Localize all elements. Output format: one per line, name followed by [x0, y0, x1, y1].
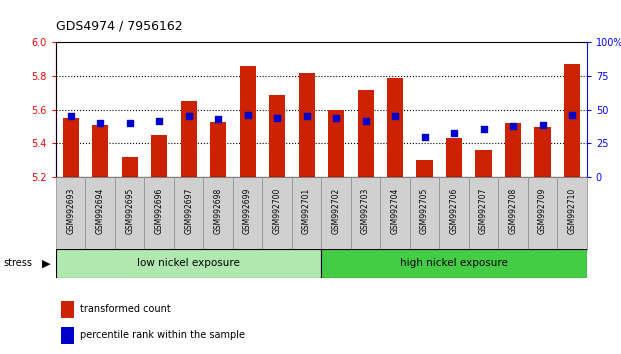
Point [567, 112, 577, 118]
Bar [292, 177, 322, 250]
Text: stress: stress [3, 258, 32, 268]
Text: GSM992705: GSM992705 [420, 188, 429, 234]
Point [390, 114, 400, 119]
Bar [476, 150, 492, 177]
Bar [86, 177, 115, 250]
Bar [328, 110, 344, 177]
Text: GDS4974 / 7956162: GDS4974 / 7956162 [56, 19, 183, 33]
Bar [181, 101, 197, 177]
Bar [322, 249, 587, 278]
Bar [174, 177, 204, 250]
Bar [498, 177, 528, 250]
Text: GSM992709: GSM992709 [538, 188, 547, 234]
Bar [240, 66, 256, 177]
Text: GSM992707: GSM992707 [479, 188, 488, 234]
Point [125, 120, 135, 126]
Point [95, 120, 105, 126]
Point [420, 134, 430, 139]
Bar [380, 177, 410, 250]
Bar [269, 95, 285, 177]
Text: GSM992700: GSM992700 [273, 188, 281, 234]
Bar [469, 177, 498, 250]
Text: GSM992693: GSM992693 [66, 188, 75, 234]
Point [508, 123, 518, 129]
Point [331, 115, 341, 121]
Bar [446, 138, 462, 177]
Bar [92, 125, 108, 177]
Text: GSM992697: GSM992697 [184, 188, 193, 234]
Point [449, 130, 459, 136]
Bar [505, 123, 521, 177]
Text: GSM992699: GSM992699 [243, 188, 252, 234]
Bar [410, 177, 439, 250]
Point [184, 114, 194, 119]
Bar [63, 118, 79, 177]
Bar [61, 301, 75, 318]
Point [538, 122, 548, 127]
Point [272, 115, 282, 121]
Bar [528, 177, 557, 250]
Bar [204, 177, 233, 250]
Text: ▶: ▶ [42, 258, 51, 268]
Bar [262, 177, 292, 250]
Bar [557, 177, 587, 250]
Point [154, 118, 164, 123]
Bar [535, 127, 551, 177]
Text: high nickel exposure: high nickel exposure [400, 258, 508, 268]
Point [213, 116, 223, 122]
Bar [417, 160, 433, 177]
Bar [56, 177, 85, 250]
Bar [122, 157, 138, 177]
Bar [151, 135, 167, 177]
Text: percentile rank within the sample: percentile rank within the sample [79, 330, 245, 340]
Bar [564, 64, 580, 177]
Bar [358, 90, 374, 177]
Text: GSM992701: GSM992701 [302, 188, 311, 234]
Point [243, 112, 253, 118]
Bar [351, 177, 380, 250]
Text: GSM992704: GSM992704 [391, 188, 399, 234]
Text: GSM992695: GSM992695 [125, 188, 134, 234]
Text: GSM992703: GSM992703 [361, 188, 370, 234]
Bar [210, 121, 226, 177]
Bar [144, 177, 174, 250]
Bar [439, 177, 469, 250]
Bar [61, 327, 75, 344]
Text: GSM992710: GSM992710 [568, 188, 576, 234]
Bar [233, 177, 262, 250]
Text: transformed count: transformed count [79, 304, 170, 314]
Point [361, 118, 371, 123]
Text: low nickel exposure: low nickel exposure [137, 258, 240, 268]
Bar [299, 73, 315, 177]
Bar [115, 177, 144, 250]
Text: GSM992708: GSM992708 [509, 188, 517, 234]
Text: GSM992696: GSM992696 [155, 188, 163, 234]
Text: GSM992698: GSM992698 [214, 188, 222, 234]
Bar [387, 78, 403, 177]
Text: GSM992706: GSM992706 [450, 188, 458, 234]
Bar [56, 249, 322, 278]
Text: GSM992694: GSM992694 [96, 188, 104, 234]
Point [302, 114, 312, 119]
Point [479, 126, 489, 131]
Point [66, 114, 76, 119]
Text: GSM992702: GSM992702 [332, 188, 340, 234]
Bar [322, 177, 351, 250]
